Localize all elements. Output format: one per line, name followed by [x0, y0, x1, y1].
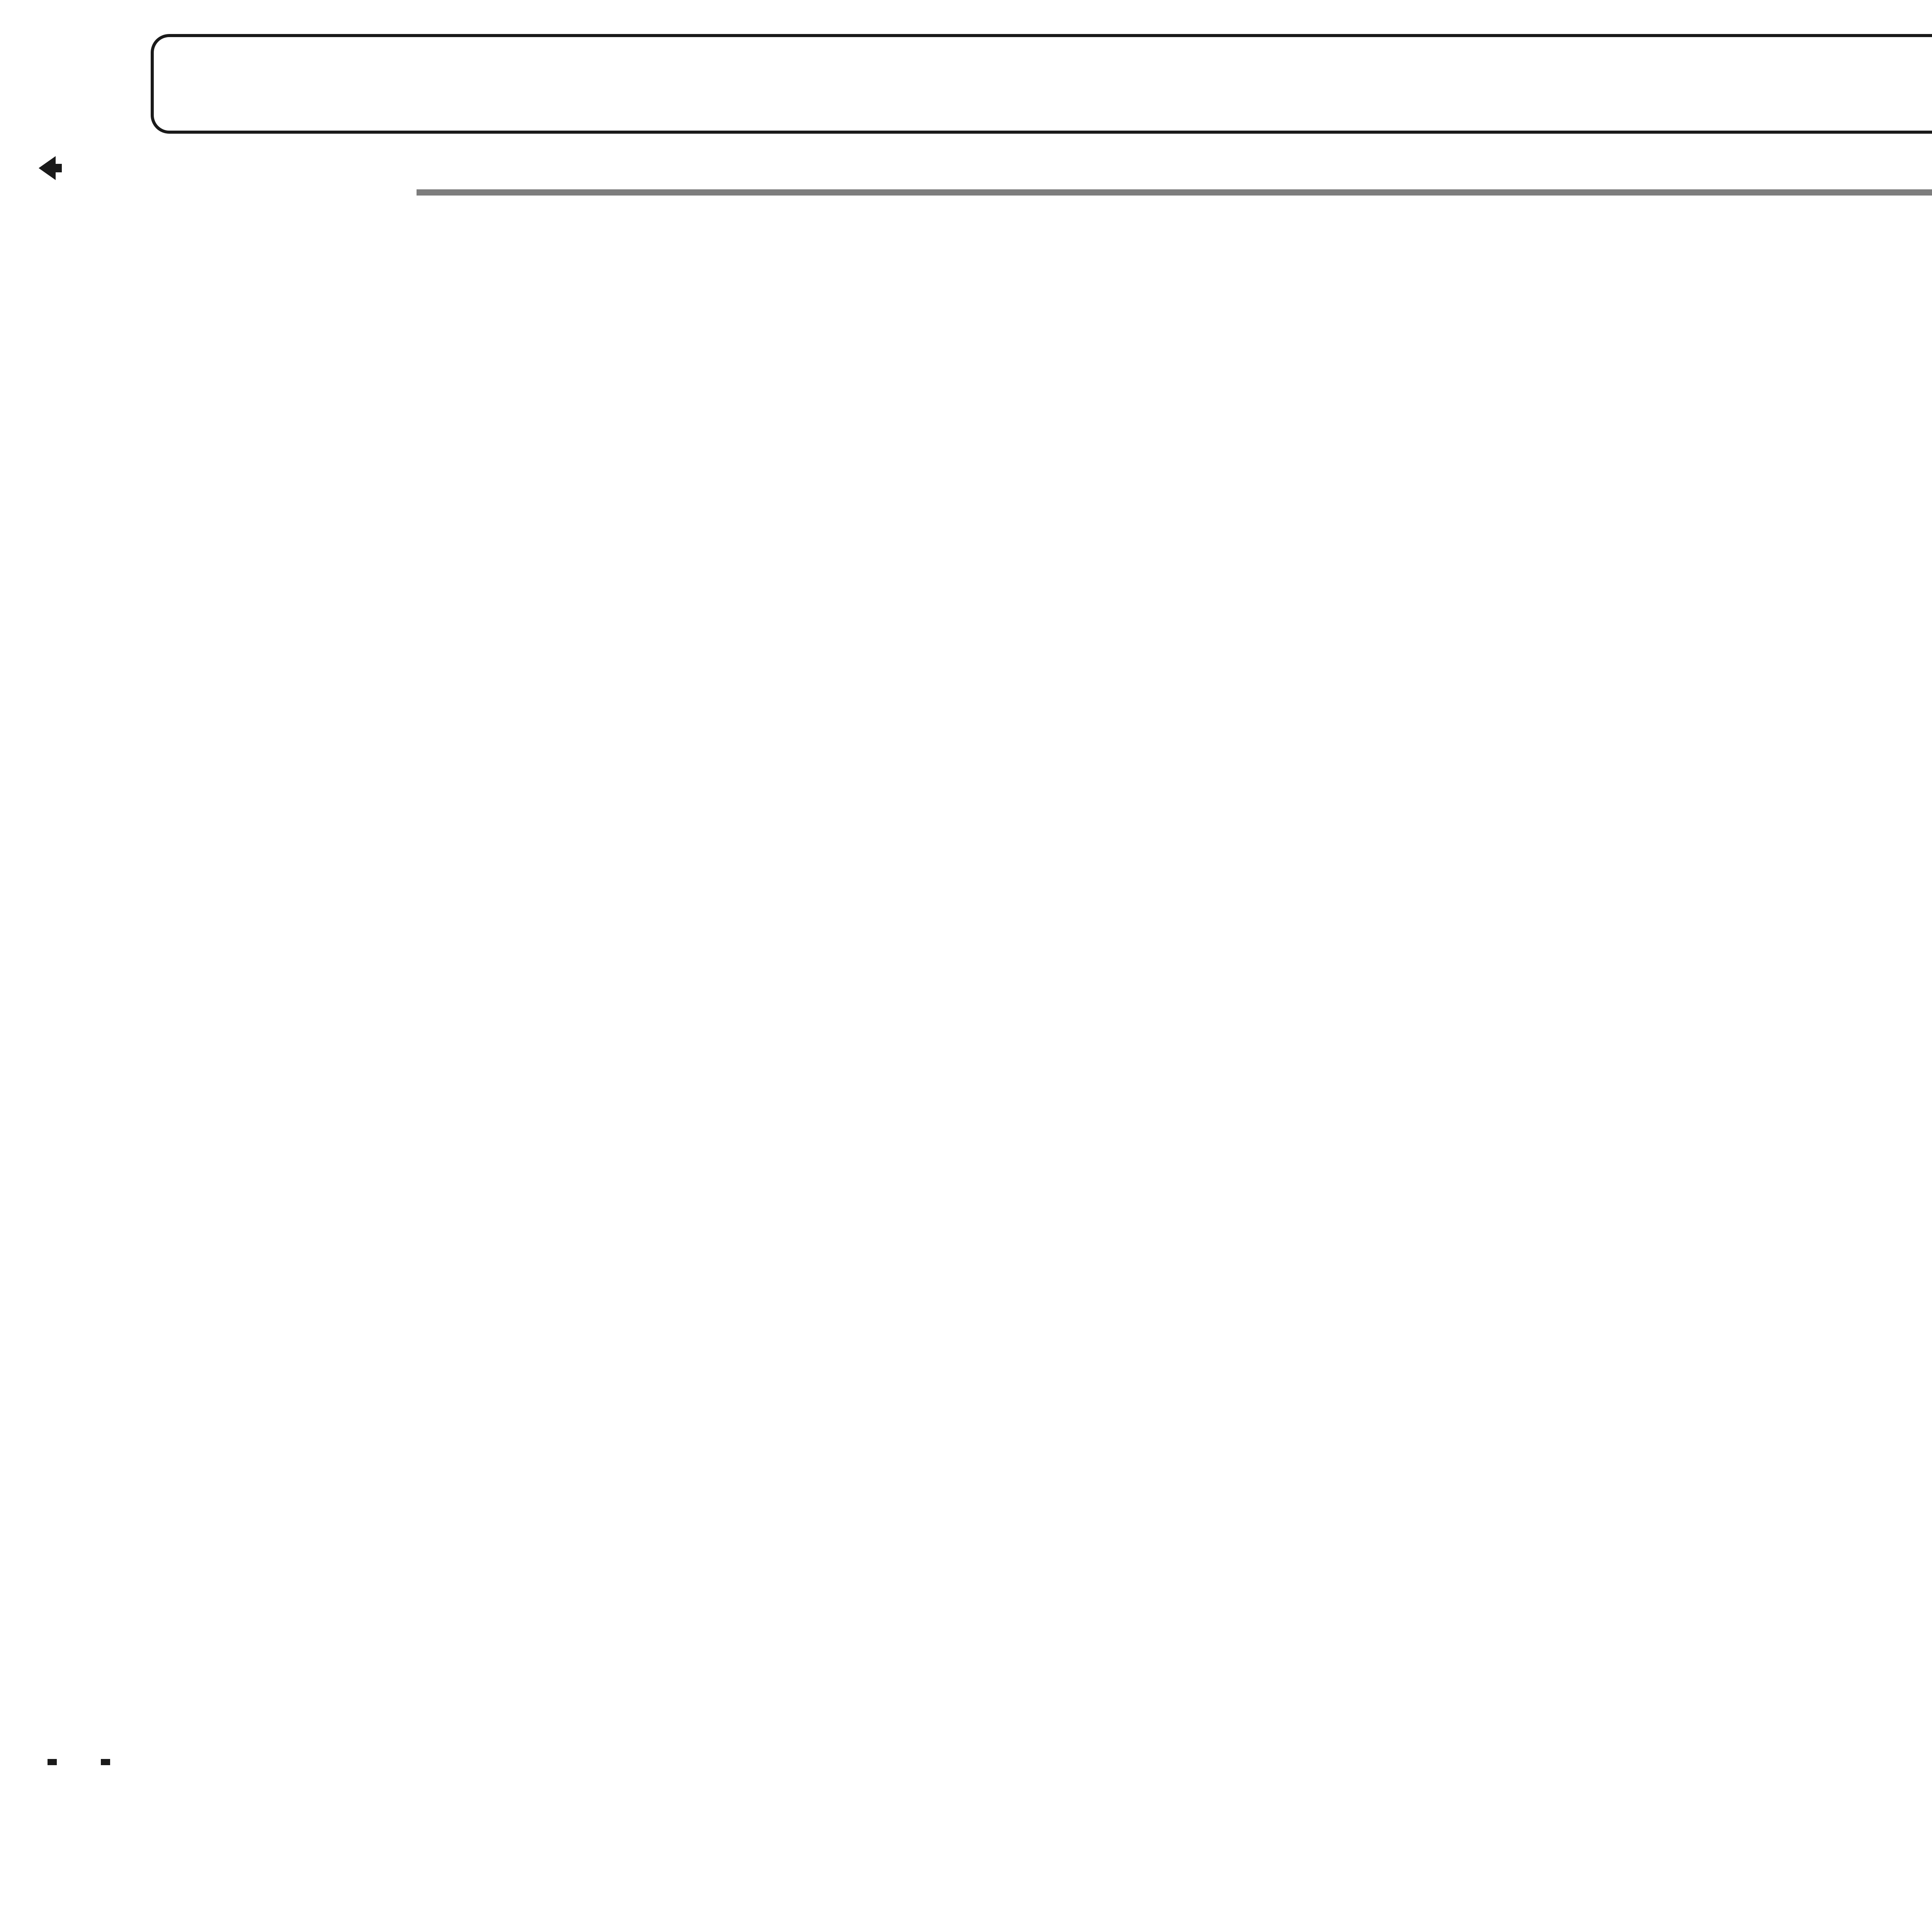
direction-left-arrow-icon: [39, 156, 62, 180]
line-header-box: [151, 34, 1932, 134]
school-days-badge: [48, 1759, 57, 1765]
holiday-exception-badge: [101, 1759, 110, 1765]
day-band: [410, 155, 1932, 189]
legend: [41, 1759, 117, 1765]
day-band-shadow: [417, 189, 1932, 196]
bus-mode-badge: [40, 46, 124, 132]
